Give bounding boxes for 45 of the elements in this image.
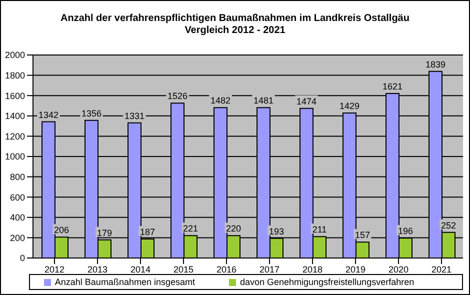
data-label: 1621 (382, 81, 403, 92)
y-tick-label: 0 (20, 253, 25, 264)
y-tick-label: 1600 (4, 90, 25, 101)
x-tick-label: 2014 (130, 264, 151, 274)
x-tick-label: 2019 (345, 264, 366, 274)
x-tick-label: 2021 (431, 264, 452, 274)
legend-label: Anzahl Baumaßnahmen insgesamt (54, 277, 195, 287)
y-tick-label: 1800 (4, 70, 25, 80)
x-tick-label: 2018 (302, 264, 323, 274)
x-tick-label: 2012 (44, 264, 65, 274)
x-tick-label: 2013 (87, 264, 108, 274)
chart-subtitle: Vergleich 2012 - 2021 (184, 25, 286, 37)
data-label: 1526 (167, 91, 188, 102)
data-label: 1482 (210, 96, 231, 106)
data-label: 179 (96, 228, 112, 238)
x-tick-label: 2016 (216, 264, 237, 274)
data-label: 1331 (124, 110, 145, 121)
data-label: 1839 (425, 59, 446, 70)
data-label: 221 (182, 224, 198, 234)
y-tick-label: 2000 (4, 50, 25, 60)
legend-label: davon Genehmigungsfreistellungsverfahren (240, 277, 414, 287)
x-tick-label: 2020 (388, 264, 409, 274)
data-label: 1342 (38, 110, 59, 120)
data-label: 220 (226, 224, 242, 234)
data-label: 196 (398, 226, 414, 236)
data-label: 252 (440, 220, 456, 230)
y-tick-label: 1000 (4, 152, 25, 162)
data-label: 1356 (81, 108, 102, 118)
data-label: 211 (312, 224, 327, 235)
y-tick-label: 1200 (4, 131, 25, 142)
data-label: 187 (140, 227, 156, 238)
chart-title: Anzahl der verfahrenspflichtigen Baumaßnahmen im Landkreis Ostallgäu (60, 13, 410, 25)
y-tick-label: 600 (10, 192, 25, 202)
y-tick-label: 1400 (4, 111, 25, 122)
data-label: 1429 (339, 100, 360, 111)
data-label: 1474 (296, 96, 317, 106)
x-tick-label: 2015 (173, 264, 194, 274)
y-tick-label: 800 (10, 172, 25, 182)
y-tick-label: 400 (10, 212, 25, 223)
x-tick-label: 2017 (259, 264, 280, 274)
data-label: 1481 (253, 96, 274, 106)
data-label: 193 (268, 226, 284, 236)
data-label: 157 (354, 230, 370, 240)
data-label: 206 (54, 225, 70, 236)
y-tick-label: 200 (10, 232, 25, 243)
